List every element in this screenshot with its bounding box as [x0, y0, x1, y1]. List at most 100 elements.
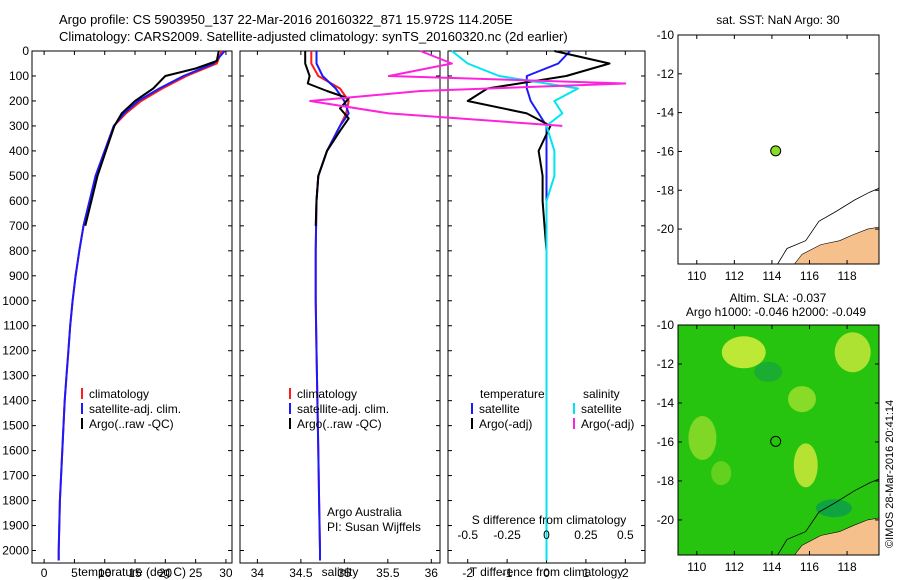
- bathymetry-contour: [777, 187, 880, 265]
- y-tick-label: 0: [22, 44, 29, 58]
- y-tick-label: 1700: [2, 469, 29, 483]
- series-s-argo-adj-: [309, 50, 627, 127]
- sla-map-title: Altim. SLA: -0.037: [730, 291, 827, 305]
- legend-label: satellite-adj. clim.: [89, 402, 181, 416]
- map-y-tick-label: -18: [657, 183, 675, 197]
- map-y-tick-label: -20: [657, 222, 675, 236]
- series-satellite-adj-clim-: [314, 51, 350, 561]
- x-tick-label: 20: [159, 566, 173, 580]
- top-x-tick-label: -0.5: [457, 528, 478, 542]
- map-x-tick-label: 112: [725, 269, 744, 283]
- map-y-tick-label: -16: [657, 144, 675, 158]
- legend-label: satellite-adj. clim.: [297, 402, 389, 416]
- y-tick-label: 1400: [2, 394, 29, 408]
- y-tick-label: 1500: [2, 419, 29, 433]
- sla-anomaly: [793, 443, 818, 488]
- map-x-tick-label: 114: [762, 560, 781, 574]
- plot-frame-salinity: [239, 50, 441, 564]
- sla-anomaly: [787, 386, 816, 413]
- x-tick-label: 5: [71, 566, 78, 580]
- map-frame: [677, 34, 880, 265]
- map-x-tick-label: 110: [687, 560, 706, 574]
- series-argo-raw-qc-: [304, 51, 350, 226]
- map-x-tick-label: 118: [837, 269, 856, 283]
- x-tick-label: 35: [338, 566, 352, 580]
- x-tick-label: 34.5: [289, 566, 313, 580]
- y-tick-label: 400: [9, 144, 29, 158]
- sla-anomaly: [688, 416, 717, 461]
- map-x-tick-label: 118: [837, 560, 856, 574]
- bathymetry-contour: [777, 478, 880, 556]
- map-y-tick-label: -10: [657, 318, 675, 332]
- legend-label: satellite: [479, 402, 520, 416]
- y-tick-label: 700: [9, 219, 29, 233]
- x-tick-label: 25: [189, 566, 203, 580]
- map-y-tick-label: -12: [657, 67, 675, 81]
- map-y-tick-label: -12: [657, 357, 675, 371]
- map-y-tick-label: -20: [657, 513, 675, 527]
- map-y-tick-label: -16: [657, 435, 675, 449]
- x-axis-label: T difference from climatology: [470, 565, 624, 579]
- x-tick-label: 36: [425, 566, 439, 580]
- y-tick-label: 1800: [2, 494, 29, 508]
- x-tick-label: 15: [128, 566, 142, 580]
- legend-label: climatology: [297, 387, 357, 401]
- top-x-tick-label: 0.25: [574, 528, 598, 542]
- x-tick-label: -2: [462, 566, 473, 580]
- sla-anomaly: [754, 361, 783, 382]
- y-tick-label: 1900: [2, 519, 29, 533]
- annotation-line: PI: Susan Wijffels: [327, 520, 421, 534]
- y-tick-label: 1000: [2, 294, 29, 308]
- series-climatology: [57, 50, 223, 561]
- map-x-tick-label: 116: [800, 269, 819, 283]
- x-tick-label: 0: [41, 566, 48, 580]
- map-y-tick-label: -14: [657, 106, 675, 120]
- legend-label: climatology: [89, 387, 149, 401]
- x-axis-label: salinity: [322, 565, 359, 579]
- sla-anomaly: [721, 336, 766, 369]
- y-tick-label: 500: [9, 169, 29, 183]
- y-tick-label: 1600: [2, 444, 29, 458]
- y-tick-label: 600: [9, 194, 29, 208]
- legend-label: Argo(..raw -QC): [89, 417, 174, 431]
- top-x-axis-label: S difference from climatology: [472, 513, 627, 527]
- map-x-tick-label: 112: [725, 560, 744, 574]
- map-y-tick-label: -10: [657, 28, 675, 42]
- y-tick-label: 800: [9, 244, 29, 258]
- legend-label: Argo(-adj): [581, 417, 634, 431]
- annotation-line: Argo Australia: [327, 505, 402, 519]
- x-axis-label: temperature (deg C): [78, 565, 186, 579]
- series-s-satellite: [451, 50, 579, 561]
- x-tick-label: 1: [583, 566, 590, 580]
- x-tick-label: 34: [251, 566, 265, 580]
- top-x-tick-label: 0.5: [617, 528, 634, 542]
- map-x-tick-label: 114: [762, 269, 781, 283]
- y-tick-label: 1300: [2, 369, 29, 383]
- x-tick-label: 2: [622, 566, 629, 580]
- sla-map-subtitle: Argo h1000: -0.046 h2000: -0.049: [686, 305, 866, 319]
- map-y-tick-label: -14: [657, 396, 675, 410]
- x-tick-label: -1: [502, 566, 513, 580]
- y-tick-label: 2000: [2, 544, 29, 558]
- imos-timestamp: ©IMOS 28-Mar-2016 20:41:14: [884, 399, 896, 548]
- legend-label: Argo(..raw -QC): [297, 417, 382, 431]
- map-y-tick-label: -18: [657, 474, 675, 488]
- x-tick-label: 35.5: [376, 566, 400, 580]
- y-tick-label: 1100: [3, 319, 29, 333]
- x-tick-label: 10: [98, 566, 112, 580]
- title-line-2: Climatology: CARS2009. Satellite-adjuste…: [59, 29, 568, 44]
- map-frame: [677, 324, 880, 556]
- argo-float-marker: [770, 435, 782, 447]
- y-tick-label: 300: [9, 119, 29, 133]
- y-tick-label: 100: [9, 69, 29, 83]
- sla-anomaly: [815, 499, 852, 518]
- top-x-tick-label: 0: [543, 528, 550, 542]
- map-x-tick-label: 110: [687, 269, 706, 283]
- y-tick-label: 200: [9, 94, 29, 108]
- argo-float-marker: [770, 145, 782, 157]
- plot-frame-temperature: [31, 50, 233, 564]
- sst-map-title: sat. SST: NaN Argo: 30: [716, 13, 840, 27]
- x-tick-label: 0: [543, 566, 550, 580]
- sla-anomaly: [711, 461, 732, 486]
